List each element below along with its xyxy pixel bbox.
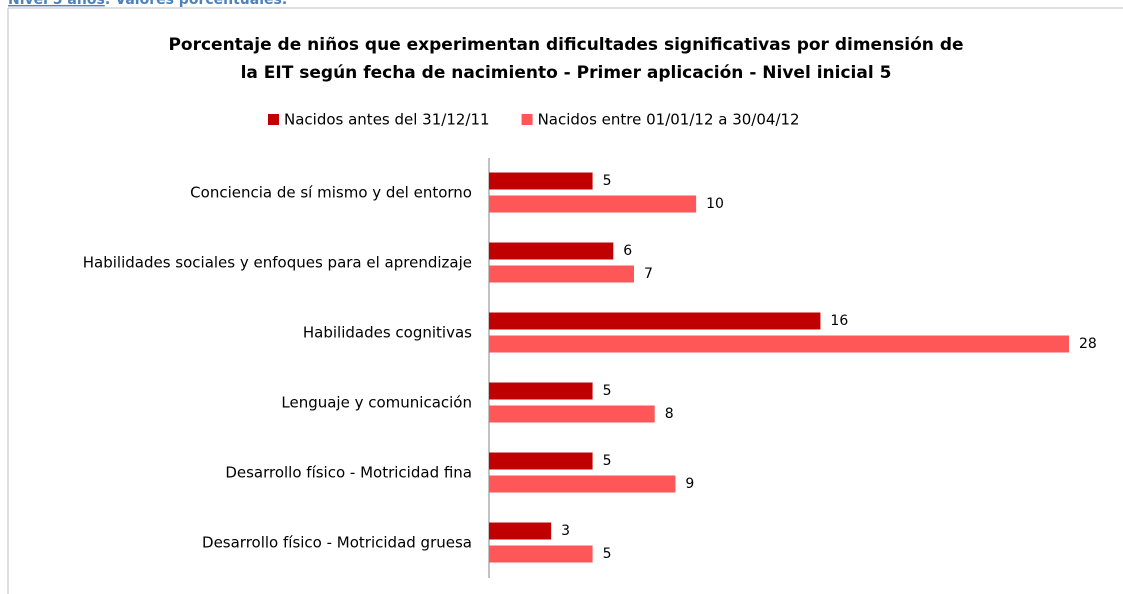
value-label: 5 (603, 546, 612, 562)
caption-text: : Valores porcentuales. (105, 0, 287, 8)
legend-label: Nacidos entre 01/01/12 a 30/04/12 (538, 111, 800, 129)
value-label: 6 (623, 243, 632, 259)
bar (489, 382, 593, 400)
legend-swatch (268, 114, 279, 125)
chart-title: Porcentaje de niños que experimentan dif… (168, 35, 963, 55)
value-label: 16 (830, 313, 848, 329)
caption-link[interactable]: Nivel 5 años (8, 0, 105, 8)
value-label: 5 (603, 173, 612, 189)
category-label: Habilidades sociales y enfoques para el … (83, 254, 472, 272)
bar (489, 475, 676, 493)
bar (489, 522, 552, 540)
value-label: 10 (706, 196, 724, 212)
legend-swatch (521, 114, 533, 125)
value-label: 5 (603, 453, 612, 469)
category-label: Desarrollo físico - Motricidad gruesa (202, 534, 472, 552)
legend-label: Nacidos antes del 31/12/11 (284, 111, 490, 129)
chart-title: la EIT según fecha de nacimiento - Prime… (241, 63, 892, 83)
value-label: 7 (644, 266, 653, 282)
value-label: 9 (685, 476, 694, 492)
value-label: 28 (1079, 336, 1097, 352)
bar (489, 265, 634, 283)
bar (489, 545, 593, 563)
bar (489, 335, 1069, 353)
bar (489, 312, 821, 330)
category-label: Conciencia de sí mismo y del entorno (190, 184, 472, 202)
bar (489, 195, 697, 213)
category-label: Habilidades cognitivas (303, 324, 472, 342)
value-label: 3 (561, 523, 570, 539)
bar (489, 242, 614, 260)
value-label: 8 (665, 406, 674, 422)
category-label: Desarrollo físico - Motricidad fina (225, 464, 472, 482)
value-label: 5 (603, 383, 612, 399)
category-label: Lenguaje y comunicación (281, 394, 472, 412)
bar (489, 172, 593, 190)
bar (489, 405, 655, 423)
bar (489, 452, 593, 470)
